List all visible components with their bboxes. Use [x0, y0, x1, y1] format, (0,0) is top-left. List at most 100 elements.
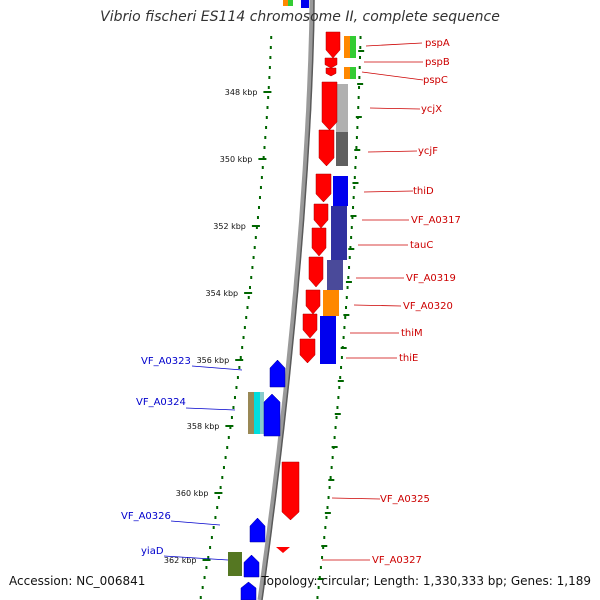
track-dot: [217, 496, 220, 499]
track-dot: [247, 296, 250, 299]
gene-label-vf_a0324: VF_A0324: [136, 397, 186, 408]
track-dot: [257, 206, 260, 209]
category-band: [331, 206, 347, 260]
gene-label-thie: thiE: [399, 353, 418, 364]
gene-label-vf_a0327: VF_A0327: [372, 555, 422, 566]
gene-label-yiad: yiaD: [141, 546, 164, 557]
track-dot: [355, 136, 358, 139]
track-dot: [258, 196, 261, 199]
track-dot: [322, 546, 325, 549]
track-dot: [222, 466, 225, 469]
track-dot: [229, 426, 232, 429]
gene-label-vf_a0325: VF_A0325: [380, 494, 430, 505]
track-dot: [319, 566, 322, 569]
label-leader: [163, 555, 229, 561]
reverse-gene-arrow: [308, 256, 324, 288]
track-dot: [318, 576, 321, 579]
track-dot: [248, 286, 251, 289]
label-leader: [331, 497, 381, 500]
track-dot: [268, 76, 271, 79]
forward-gene-arrow: [240, 581, 257, 600]
track-dot: [344, 316, 347, 319]
track-dot: [259, 186, 262, 189]
track-dot: [260, 176, 263, 179]
tick-label: 362 kbp: [164, 556, 197, 565]
gene-label-thid: thiD: [413, 186, 434, 197]
track-dot: [358, 86, 361, 89]
track-dot: [345, 296, 348, 299]
category-band: [350, 36, 356, 58]
track-dot: [199, 596, 202, 599]
track-dot: [357, 106, 360, 109]
track-dot: [269, 56, 272, 59]
track-dot: [214, 516, 217, 519]
gene-label-vf_a0319: VF_A0319: [406, 273, 456, 284]
gene-label-pspa: pspA: [425, 38, 450, 49]
reverse-gene-arrow: [302, 313, 318, 339]
track-dot: [329, 476, 332, 479]
track-dot: [338, 386, 341, 389]
track-dot: [270, 36, 273, 39]
track-dot: [255, 226, 258, 229]
category-band: [333, 176, 348, 206]
track-dot: [347, 276, 350, 279]
track-dot: [321, 556, 324, 559]
track-dot: [340, 356, 343, 359]
category-band: [248, 392, 254, 434]
reverse-gene-arrow: [318, 129, 335, 167]
track-dot: [336, 406, 339, 409]
gene-arrows: [240, 31, 341, 600]
tick-mark-minor: [321, 545, 328, 547]
tick-label: 354 kbp: [206, 289, 239, 298]
track-dot: [339, 376, 342, 379]
tick-mark-minor: [357, 83, 364, 85]
track-dot: [334, 426, 337, 429]
track-dot: [355, 146, 358, 149]
track-dot: [330, 466, 333, 469]
position-ticks: 348 kbp 350 kbp 352 kbp 354 kbp 356 kbp 358 k…: [164, 50, 365, 580]
category-band: [283, 0, 288, 6]
track-dot: [357, 96, 360, 99]
track-dot: [216, 506, 219, 509]
tick-mark: [244, 292, 253, 294]
backbone: [257, 0, 315, 600]
track-dot: [210, 536, 213, 539]
tick-mark-minor: [348, 248, 355, 250]
track-dot: [239, 356, 242, 359]
track-dot: [316, 596, 319, 599]
category-band: [320, 316, 336, 364]
track-dot: [346, 286, 349, 289]
track-dot: [343, 326, 346, 329]
tick-label: 358 kbp: [187, 422, 220, 431]
tick-mark-minor: [324, 512, 331, 514]
tick-mark-minor: [331, 446, 338, 448]
gene-label-pspc: pspC: [423, 75, 448, 86]
track-dot: [267, 96, 270, 99]
track-dot: [348, 256, 351, 259]
category-band: [323, 290, 339, 316]
track-dot: [251, 266, 254, 269]
track-dot: [335, 416, 338, 419]
category-band: [260, 392, 264, 434]
category-band: [301, 0, 309, 8]
category-band: [288, 0, 293, 6]
category-band: [344, 67, 350, 79]
track-dot: [267, 86, 270, 89]
track-dot: [243, 326, 246, 329]
reverse-gene-arrow: [321, 81, 338, 131]
tick-mark-minor: [337, 380, 344, 382]
reverse-gene-arrow: [324, 57, 338, 69]
backbone-edge: [261, 0, 315, 600]
track-dot: [354, 166, 357, 169]
track-dot: [262, 156, 265, 159]
track-dot: [203, 576, 206, 579]
tick-mark: [263, 91, 272, 93]
label-leader: [369, 107, 421, 110]
track-dot: [253, 246, 256, 249]
tick-label: 348 kbp: [225, 88, 258, 97]
tick-mark: [251, 225, 260, 227]
track-dot: [326, 506, 329, 509]
track-dot: [328, 486, 331, 489]
track-dot: [266, 106, 269, 109]
track-dot: [226, 446, 229, 449]
